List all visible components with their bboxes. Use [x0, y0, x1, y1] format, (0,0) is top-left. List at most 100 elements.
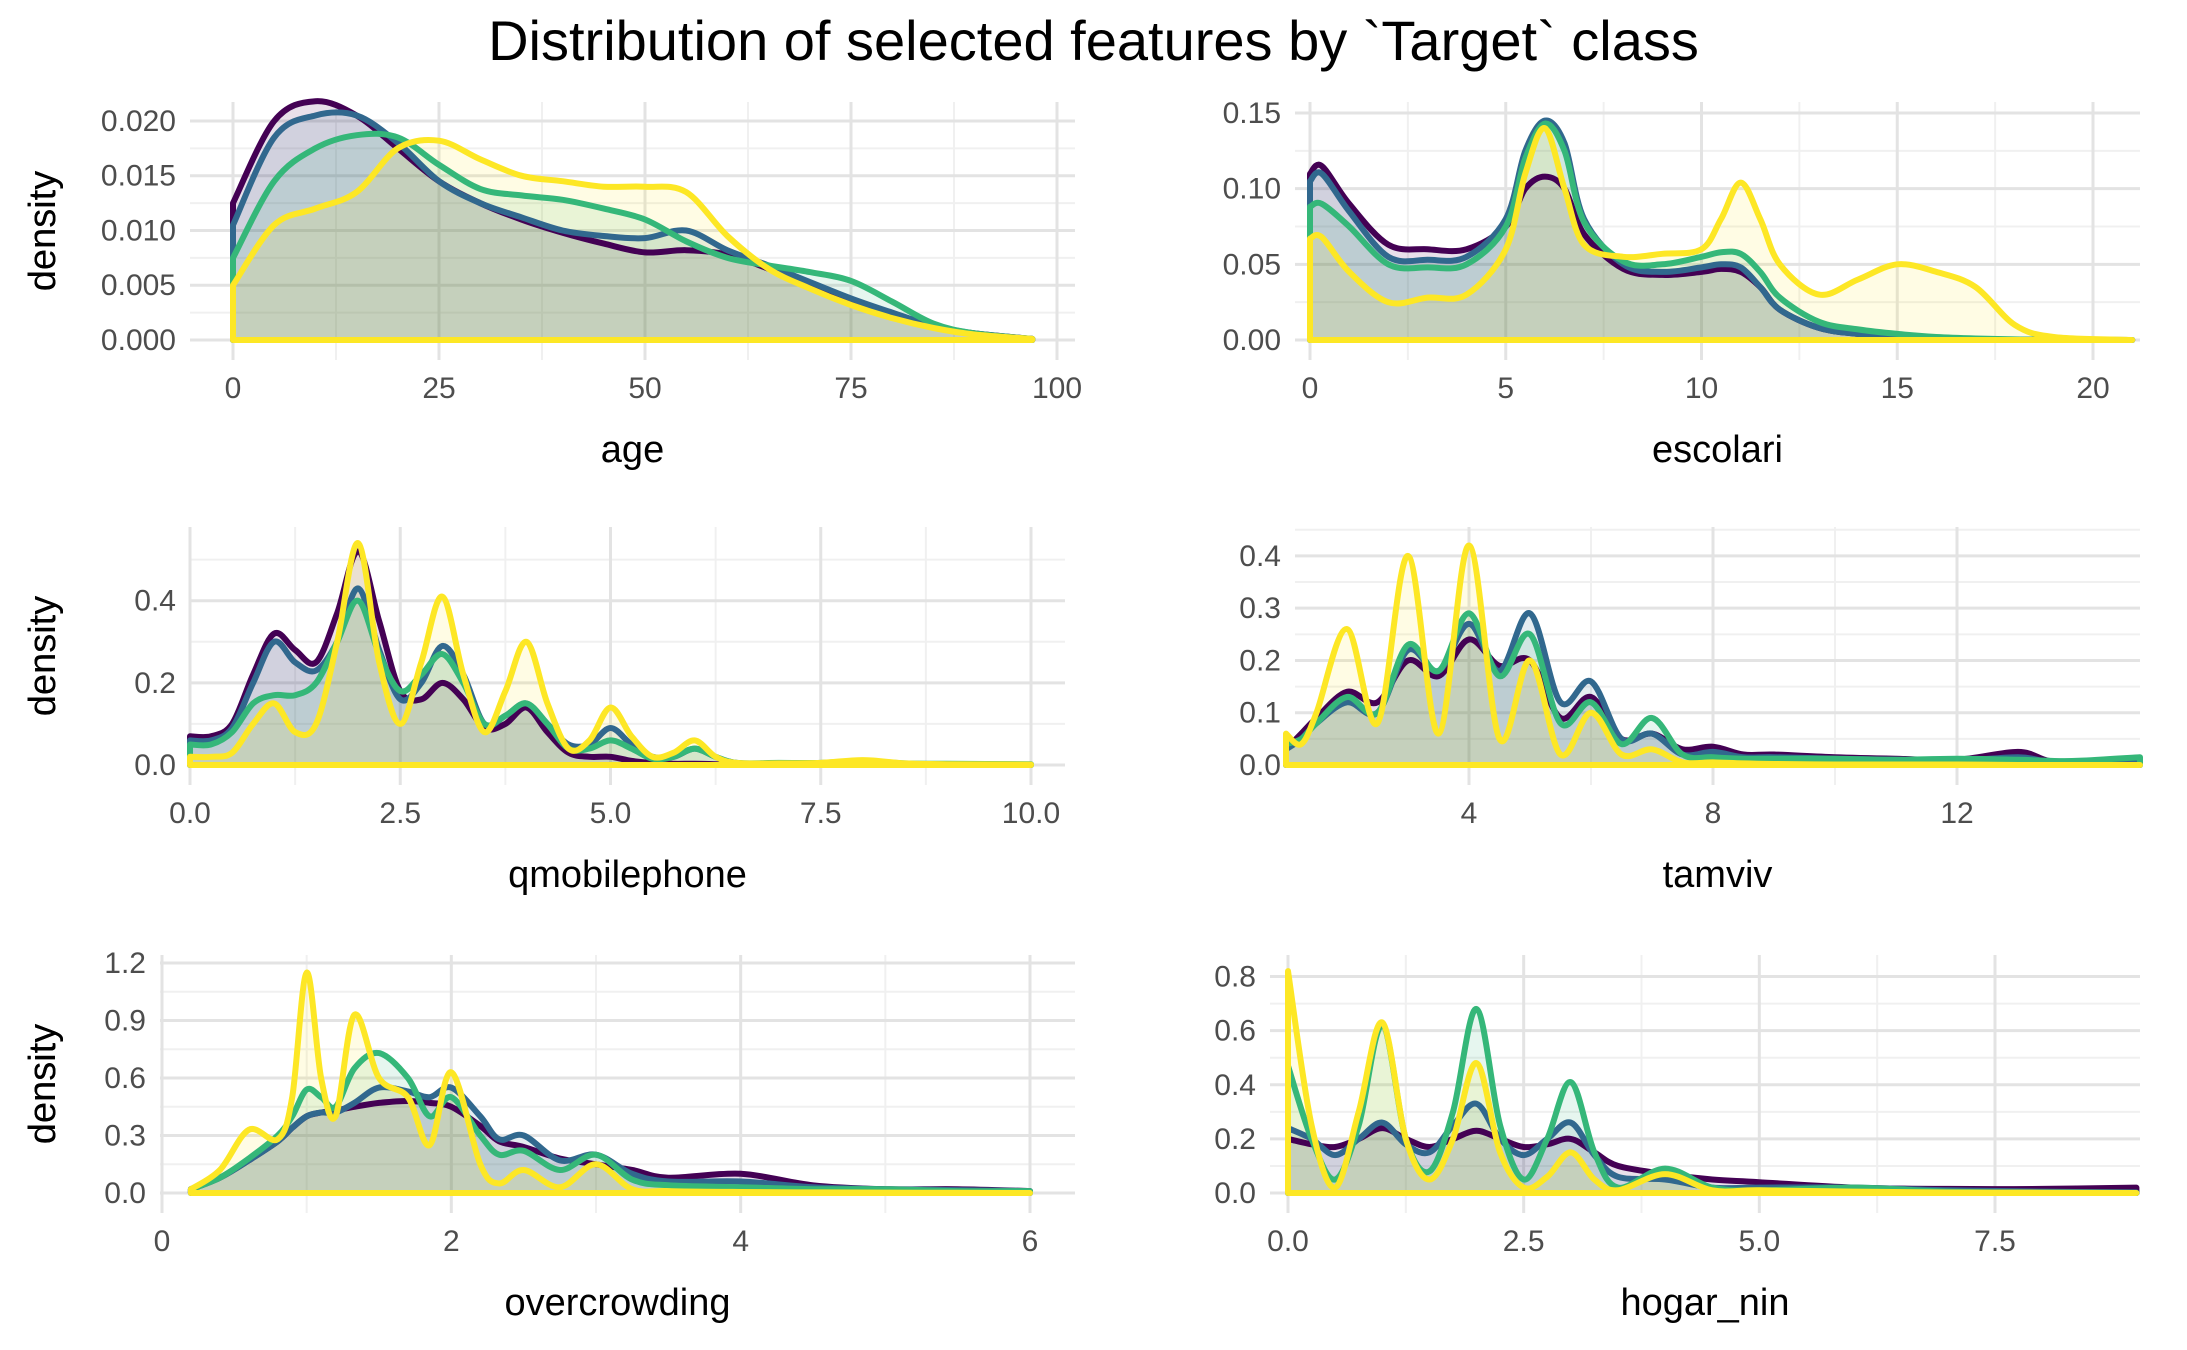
density-area-series-4	[1310, 128, 2133, 340]
y-tick-label: 0.2	[1239, 644, 1281, 677]
y-tick-label: 0.05	[1223, 248, 1281, 281]
density-area-series-2	[233, 112, 1033, 340]
y-tick-label: 0.6	[1214, 1015, 1256, 1048]
x-tick-label: 4	[1461, 797, 1478, 830]
x-tick-label: 7.5	[1974, 1225, 2016, 1258]
x-tick-label: 10.0	[1002, 797, 1060, 830]
x-axis-label: tamviv	[1663, 854, 1773, 896]
x-tick-label: 100	[1032, 372, 1082, 405]
x-tick-label: 0.0	[1267, 1225, 1309, 1258]
y-tick-label: 0.020	[101, 105, 176, 138]
figure-title: Distribution of selected features by `Ta…	[488, 9, 1699, 72]
density-line-series-3	[1307, 120, 2136, 343]
density-line-series-4	[1283, 542, 2143, 769]
x-tick-label: 4	[732, 1225, 749, 1258]
y-tick-label: 0.00	[1223, 324, 1281, 357]
x-axis-label: escolari	[1652, 429, 1783, 471]
density-area-series-1	[190, 1101, 1030, 1193]
density-line-series-4	[230, 136, 1036, 343]
y-tick-label: 0.3	[1239, 592, 1281, 625]
x-tick-label: 0	[1302, 372, 1319, 405]
x-tick-label: 50	[628, 372, 661, 405]
density-area-series-4	[1288, 971, 2137, 1193]
panel-escolari: 0 5 10 15 20 0.00 0.05 0.10 0.15 escolari density	[22, 97, 2140, 471]
y-tick-label: 1.2	[104, 947, 146, 980]
density-area-series-1	[1310, 164, 2133, 340]
density-line-series-3	[230, 130, 1036, 343]
x-tick-label: 25	[422, 372, 455, 405]
x-tick-label: 0	[225, 372, 242, 405]
density-line-series-3	[187, 1049, 1033, 1196]
x-axis-label: overcrowding	[505, 1282, 731, 1324]
y-tick-label: 0.9	[104, 1005, 146, 1038]
x-tick-label: 2.5	[1503, 1225, 1545, 1258]
x-axis-label: hogar_nin	[1620, 1282, 1789, 1324]
x-tick-label: 5.0	[590, 797, 632, 830]
y-tick-label: 0.000	[101, 324, 176, 357]
y-tick-label: 0.2	[134, 667, 176, 700]
density-area-series-2	[1310, 120, 2133, 340]
y-tick-label: 0.1	[1239, 697, 1281, 730]
y-axis-label: density	[22, 596, 64, 716]
x-tick-label: 5.0	[1738, 1225, 1780, 1258]
y-tick-label: 0.3	[104, 1120, 146, 1153]
x-tick-label: 7.5	[800, 797, 842, 830]
y-axis-label: density	[22, 596, 64, 716]
y-tick-label: 0.4	[1239, 540, 1281, 573]
y-tick-label: 0.010	[101, 214, 176, 247]
density-area-series-2	[190, 1087, 1030, 1193]
density-area-series-3	[1286, 613, 2140, 765]
density-line-series-4	[1307, 125, 2136, 343]
y-axis-label: density	[22, 171, 64, 291]
panel-overcrowding: 0 2 4 6 0.0 0.3 0.6 0.9 1.2 overcrowding density	[22, 947, 1075, 1324]
panel-hogar_nin: 0.0 2.5 5.0 7.5 0.0 0.2 0.4 0.6 0.8 hogar_nin dens…	[22, 955, 2140, 1324]
y-tick-label: 0.6	[104, 1062, 146, 1095]
y-tick-label: 0.8	[1214, 961, 1256, 994]
y-axis-label: density	[22, 171, 64, 291]
x-tick-label: 2.5	[379, 797, 421, 830]
y-tick-label: 0.2	[1214, 1123, 1256, 1156]
x-tick-label: 20	[2076, 372, 2109, 405]
x-tick-label: 2	[443, 1225, 460, 1258]
y-tick-label: 0.4	[134, 585, 176, 618]
x-tick-label: 75	[834, 372, 867, 405]
density-area-series-4	[190, 543, 1031, 765]
density-area-series-2	[190, 588, 1031, 765]
x-tick-label: 10	[1685, 372, 1718, 405]
x-tick-label: 0	[154, 1225, 171, 1258]
x-tick-label: 15	[1881, 372, 1914, 405]
y-axis-label: density	[22, 1024, 64, 1144]
x-axis-label: qmobilephone	[508, 854, 747, 896]
y-axis-label: density	[22, 1024, 64, 1144]
x-axis-label: age	[601, 429, 664, 471]
density-area-series-1	[190, 551, 1031, 766]
x-tick-label: 12	[1940, 797, 1973, 830]
y-tick-label: 0.0	[134, 749, 176, 782]
y-tick-label: 0.0	[1214, 1177, 1256, 1210]
y-tick-label: 0.005	[101, 269, 176, 302]
y-tick-label: 0.10	[1223, 173, 1281, 206]
y-tick-label: 0.0	[104, 1177, 146, 1210]
density-line-series-4	[187, 969, 1033, 1196]
panel-age: 0 25 50 75 100 0.000 0.005 0.010 0.015 0.020 age de…	[22, 98, 1082, 471]
x-tick-label: 0.0	[169, 797, 211, 830]
panel-qmobilephone: 0.0 2.5 5.0 7.5 10.0 0.0 0.2 0.4 qmobilephone den…	[22, 527, 1065, 896]
density-line-series-3	[1283, 610, 2143, 768]
x-tick-label: 8	[1705, 797, 1722, 830]
density-area-series-3	[1310, 123, 2133, 341]
density-area-series-1	[233, 101, 1033, 340]
y-tick-label: 0.015	[101, 160, 176, 193]
density-line-series-4	[187, 540, 1034, 768]
panel-tamviv: 4 8 12 0.0 0.1 0.2 0.3 0.4 tamviv density	[22, 527, 2143, 896]
density-area-series-2	[1286, 613, 2140, 765]
density-line-series-4	[1285, 968, 2140, 1196]
x-tick-label: 6	[1022, 1225, 1039, 1258]
y-tick-label: 0.4	[1214, 1069, 1256, 1102]
density-area-series-2	[1288, 1103, 2137, 1193]
density-line-series-2	[230, 109, 1036, 343]
y-tick-label: 0.15	[1223, 97, 1281, 130]
density-area-series-4	[190, 972, 1030, 1193]
x-tick-label: 5	[1497, 372, 1514, 405]
y-tick-label: 0.0	[1239, 749, 1281, 782]
